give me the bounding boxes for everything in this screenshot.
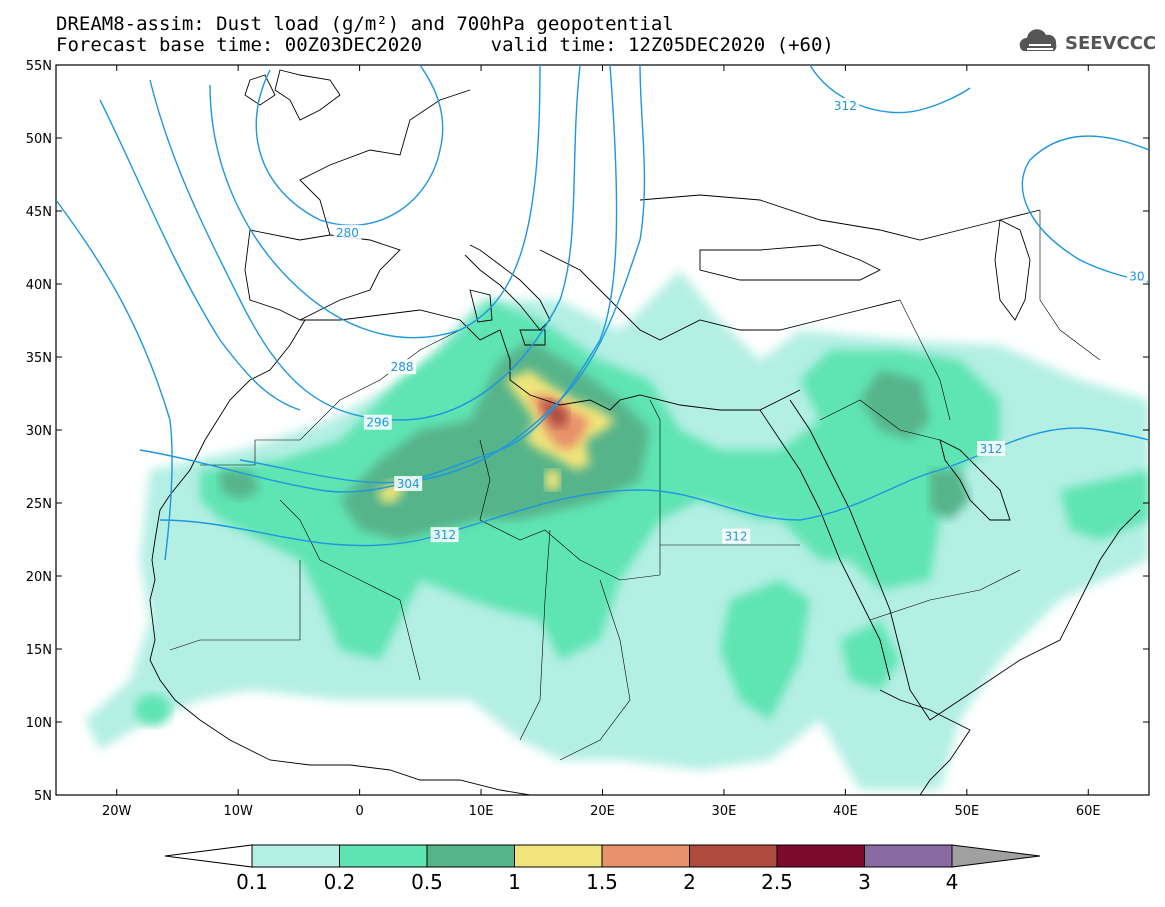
lat-label: 45N <box>26 205 52 220</box>
contour-label-bg <box>363 414 392 430</box>
colorbar: 0.1 0.2 0.5 1 1.5 2 2.5 3 4 <box>164 844 1041 894</box>
contour-label-bg <box>1126 268 1147 284</box>
colorbar-segment <box>514 844 603 868</box>
colorbar-segment <box>776 844 865 868</box>
contour-label: 312 <box>980 442 1003 456</box>
lon-label: 0 <box>355 804 363 819</box>
lat-label: 55N <box>26 59 52 74</box>
lat-label: 30N <box>26 424 52 439</box>
colorbar-label: 2 <box>683 870 696 894</box>
lat-label: 20N <box>26 570 52 585</box>
contour-label-bg <box>722 528 751 544</box>
map-subtitle: Forecast base time: 00Z03DEC2020 valid t… <box>56 34 834 56</box>
map-axes: 55N 50N 45N 40N 35N 30N 25N 20N 15N 10N 5N 20W 10W 0 1… <box>26 59 1149 819</box>
contour-label-bg <box>333 224 362 240</box>
lon-label: 50E <box>954 804 979 819</box>
colorbar-label: 0.1 <box>236 870 268 894</box>
lon-label: 20E <box>590 804 615 819</box>
contour-label: 30 <box>1129 270 1144 284</box>
contour-label: 312 <box>834 99 857 113</box>
seevccc-logo: SEEVCCC <box>1017 27 1157 59</box>
lon-label: 60E <box>1076 804 1101 819</box>
logo-text: SEEVCCC <box>1065 33 1157 54</box>
colorbar-segment <box>426 844 515 868</box>
geopotential-contours <box>56 65 1149 561</box>
borders <box>169 210 1101 761</box>
lat-label: 40N <box>26 278 52 293</box>
lat-label: 25N <box>26 497 52 512</box>
colorbar-label: 0.5 <box>411 870 443 894</box>
contour-label: 304 <box>397 477 420 491</box>
map-title: DREAM8-assim: Dust load (g/m²) and 700hP… <box>56 13 674 35</box>
contour-label: 312 <box>433 528 456 542</box>
contour-label: 312 <box>725 530 748 544</box>
lon-label: 10W <box>223 804 253 819</box>
contour-labels: 280 288 296 304 312 312 312 312 30 <box>333 97 1147 544</box>
colorbar-label: 0.2 <box>324 870 356 894</box>
lat-label: 5N <box>34 789 52 804</box>
lon-label: 20W <box>102 804 132 819</box>
colorbar-label: 4 <box>946 870 959 894</box>
contour-label-bg <box>388 359 417 375</box>
colorbar-arrow-right <box>951 844 1041 868</box>
coastlines <box>149 69 1141 795</box>
cloud-icon <box>1019 29 1057 51</box>
contour-label: 288 <box>391 360 414 374</box>
colorbar-segment <box>339 844 428 868</box>
colorbar-label: 2.5 <box>761 870 793 894</box>
lat-label: 10N <box>26 716 52 731</box>
lat-label: 35N <box>26 351 52 366</box>
colorbar-segment <box>601 844 690 868</box>
dust-field <box>85 270 1149 790</box>
colorbar-segment <box>864 844 953 868</box>
colorbar-segment <box>251 844 340 868</box>
colorbar-label: 1 <box>508 870 521 894</box>
colorbar-arrow-left <box>164 844 253 868</box>
lat-label: 15N <box>26 643 52 658</box>
lon-label: 40E <box>833 804 858 819</box>
colorbar-label: 3 <box>858 870 871 894</box>
contour-label: 296 <box>366 416 389 430</box>
colorbar-label: 1.5 <box>586 870 618 894</box>
colorbar-segment <box>689 844 778 868</box>
contour-label: 280 <box>336 226 359 240</box>
contour-label-bg <box>977 440 1006 456</box>
contour-label-bg <box>394 476 423 492</box>
contour-label-bg <box>430 527 459 543</box>
lon-label: 30E <box>712 804 737 819</box>
lon-label: 10E <box>469 804 494 819</box>
lat-label: 50N <box>26 132 52 147</box>
contour-label-bg <box>831 97 860 113</box>
